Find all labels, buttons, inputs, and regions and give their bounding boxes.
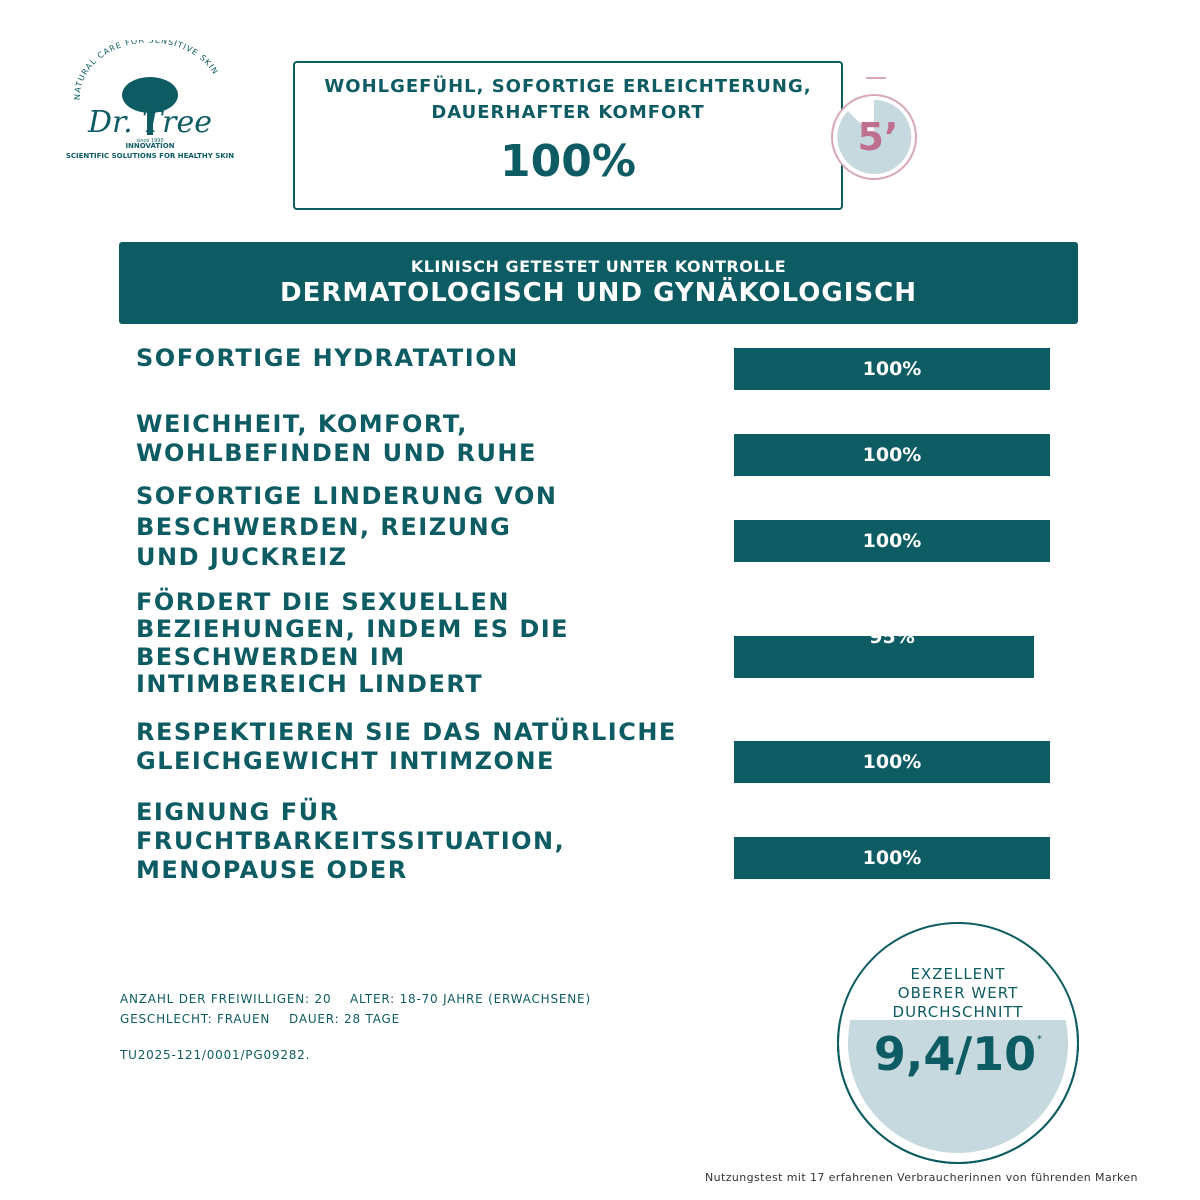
item-label: GLEICHGEWICHT INTIMZONE [136, 747, 555, 775]
logo-line2: SCIENTIFIC SOLUTIONS FOR HEALTHY SKIN [66, 152, 234, 160]
top-line2: DAUERHAFTER KOMFORT [431, 102, 705, 123]
badge-line: DURCHSCHNITT [893, 1003, 1024, 1021]
note-volunteers: ANZAHL DER FREIWILLIGEN: 20 [120, 992, 332, 1006]
bar [734, 741, 1050, 783]
bar-label: 100% [862, 847, 922, 869]
logo-line1: INNOVATION [125, 142, 174, 150]
badge-line: EXZELLENT [910, 965, 1005, 983]
bar-label: 100% [862, 358, 922, 380]
footer: Nutzungstest mit 17 erfahrenen Verbrauch… [705, 1171, 1138, 1184]
top-box [293, 61, 843, 210]
item-label: FRUCHTBARKEITSSITUATION, [136, 827, 566, 855]
bar-label: 100% [862, 530, 922, 552]
timer: 5’ [831, 77, 917, 180]
item-label: EIGNUNG FÜR [136, 798, 340, 826]
note-duration: DAUER: 28 TAGE [289, 1012, 400, 1026]
bar-label: 95% [869, 626, 915, 648]
item-label: FÖRDERT DIE SEXUELLEN [136, 588, 510, 616]
bar [734, 837, 1050, 879]
bar [734, 434, 1050, 476]
item-label: BEZIEHUNGEN, INDEM ES DIE [136, 615, 570, 644]
item-label: WOHLBEFINDEN UND RUHE [136, 439, 537, 467]
item-label: BESCHWERDEN IM [136, 642, 406, 671]
badge-line: OBERER WERT [898, 984, 1018, 1002]
logo-brand: Dr. Tree [87, 105, 212, 140]
badge: EXZELLENT OBERER WERT DURCHSCHNITT 9,4/1… [835, 920, 1085, 1164]
item-label: WEICHHEIT, KOMFORT, [136, 410, 468, 438]
logo-since: since 1990 [136, 138, 163, 144]
top-box-text: WOHLGEFÜHL, SOFORTIGE ERLEICHTERUNG, DAU… [293, 74, 843, 126]
item-label: INTIMBEREICH LINDERT [136, 669, 484, 698]
item-label: MENOPAUSE ODER [136, 856, 408, 884]
note-code: TU2025-121/0001/PG09282. [120, 1048, 311, 1062]
note-age: ALTER: 18-70 JAHRE (ERWACHSENE) [350, 992, 591, 1006]
bar-label: 100% [862, 444, 922, 466]
badge-score: 9,4/10 [874, 1027, 1036, 1081]
badge-asterisk: * [1037, 1034, 1042, 1045]
timer-text: 5’ [858, 115, 899, 159]
banner-title: DERMATOLOGISCH UND GYNÄKOLOGISCH [280, 278, 917, 308]
item-label: RESPEKTIEREN SIE DAS NATÜRLICHE [136, 718, 677, 746]
bar [734, 348, 1050, 390]
item-label: SOFORTIGE LINDERUNG VON [136, 482, 558, 510]
bar-label: 100% [862, 751, 922, 773]
note-gender: GESCHLECHT: FRAUEN [120, 1012, 271, 1026]
bar [734, 520, 1050, 562]
banner-subtitle: KLINISCH GETESTET UNTER KONTROLLE [410, 257, 787, 276]
bar [734, 636, 1035, 678]
item-label: UND JUCKREIZ [136, 543, 348, 571]
top-line1: WOHLGEFÜHL, SOFORTIGE ERLEICHTERUNG, [324, 76, 812, 97]
logo: NATURAL CARE FOR SENSITIVE SKIN Dr. Tree… [66, 40, 234, 160]
item-label: SOFORTIGE HYDRATATION [136, 344, 519, 372]
banner: KLINISCH GETESTET UNTER KONTROLLE DERMAT… [119, 242, 1078, 324]
top-value: 100% [500, 136, 636, 187]
item-label: BESCHWERDEN, REIZUNG [136, 512, 512, 541]
